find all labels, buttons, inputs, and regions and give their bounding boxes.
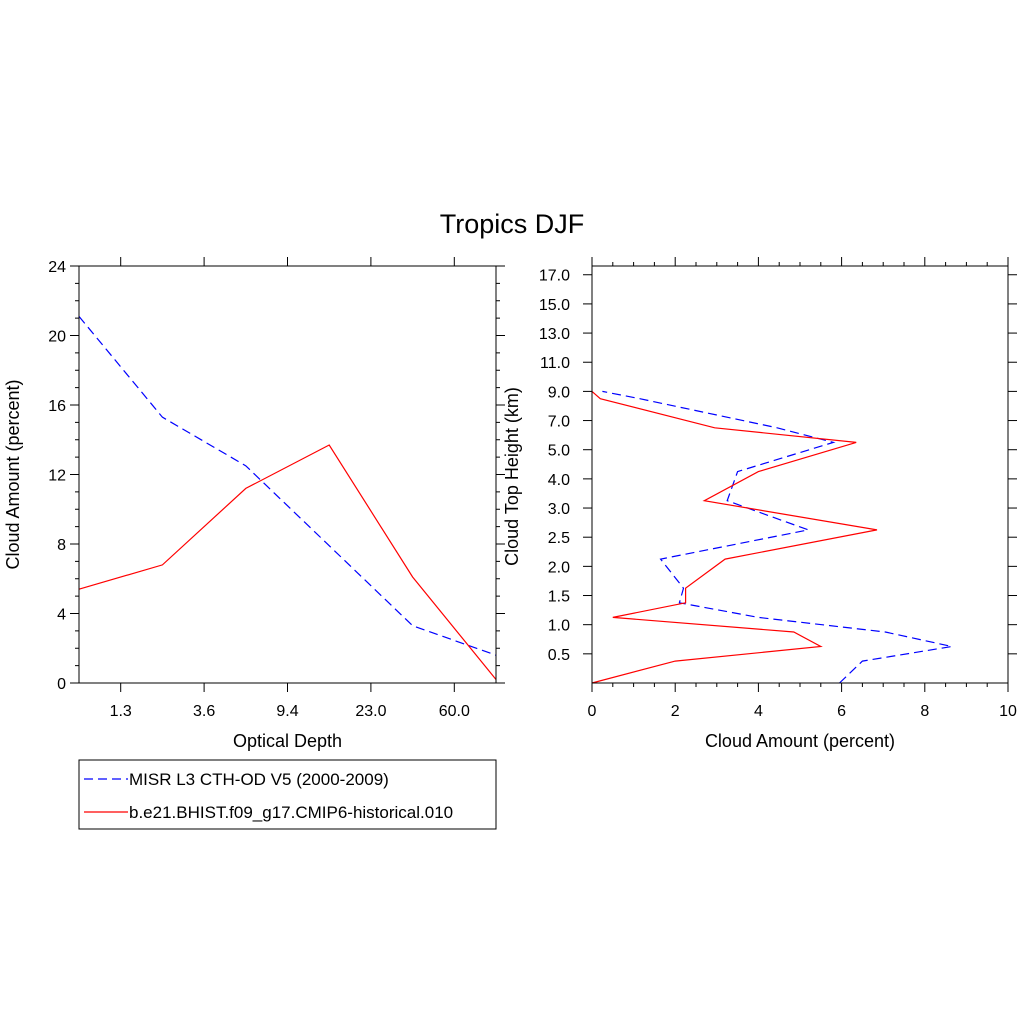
left-panel-optical-depth: 0 4 8 12 16 20 24 1.3 3.6 9.4 23.0 60.0 Optical Dept…: [3, 257, 505, 751]
left-y-tick-label: 0: [57, 676, 66, 693]
left-y-tick-label: 4: [57, 607, 66, 624]
left-y-tick-label: 8: [57, 537, 66, 554]
right-y-tick-label: 5.0: [548, 443, 570, 460]
left-y-axis-label: Cloud Amount (percent): [3, 379, 23, 569]
right-y-axis-label: Cloud Top Height (km): [502, 387, 522, 566]
right-y-tick-label: 2.5: [548, 530, 570, 547]
left-series-line-misr: [78, 316, 497, 656]
right-y-tick-label: 9.0: [548, 384, 570, 401]
right-y-tick-label: 0.5: [548, 647, 570, 664]
right-y-tick-label: 1.0: [548, 618, 570, 635]
legend-box: [78, 759, 497, 830]
right-y-tick-label: 2.0: [548, 559, 570, 576]
right-panel-cloud-top-height: 0.5 1.0 1.5 2.0 2.5 3.0 4.0 5.0 7.0 9.0 11.0 13.0 15…: [502, 257, 1017, 751]
right-y-tick-label: 11.0: [540, 355, 570, 372]
right-y-tick-label: 1.5: [548, 589, 570, 606]
right-y-tick-label: 7.0: [548, 414, 570, 431]
left-x-tick-label: 60.0: [439, 703, 470, 720]
right-y-tick-label: 15.0: [539, 297, 570, 314]
right-y-tick-label: 3.0: [548, 501, 570, 518]
right-x-tick-label: 4: [754, 703, 763, 720]
left-x-tick-label: 3.6: [193, 703, 215, 720]
right-y-tick-label: 4.0: [548, 472, 570, 489]
legend: MISR L3 CTH-OD V5 (2000-2009) b.e21.BHIST…: [78, 759, 497, 830]
right-series-line-model: [591, 390, 878, 684]
left-y-tick-label: 12: [48, 468, 66, 485]
right-y-tick-label: 13.0: [539, 326, 570, 343]
left-x-tick-label: 1.3: [110, 703, 132, 720]
left-series-line-model: [78, 444, 497, 680]
left-y-tick-label: 16: [48, 398, 66, 415]
right-x-tick-label: 2: [671, 703, 680, 720]
right-x-tick-label: 0: [588, 703, 597, 720]
right-series-line-misr: [602, 390, 952, 684]
right-x-tick-label: 10: [999, 703, 1017, 720]
right-x-axis-label: Cloud Amount (percent): [705, 731, 895, 751]
right-x-tick-label: 6: [837, 703, 846, 720]
left-x-tick-label: 23.0: [355, 703, 386, 720]
right-y-tick-label: 17.0: [539, 268, 570, 285]
left-y-tick-label: 20: [48, 329, 66, 346]
right-x-tick-label: 8: [920, 703, 929, 720]
left-x-axis-label: Optical Depth: [233, 731, 342, 751]
chart-title: Tropics DJF: [440, 209, 585, 239]
legend-label: b.e21.BHIST.f09_g17.CMIP6-historical.010: [129, 803, 453, 822]
left-plot-frame: [78, 265, 497, 684]
left-x-tick-label: 9.4: [276, 703, 298, 720]
left-y-tick-label: 24: [48, 259, 66, 276]
legend-label: MISR L3 CTH-OD V5 (2000-2009): [129, 770, 389, 789]
